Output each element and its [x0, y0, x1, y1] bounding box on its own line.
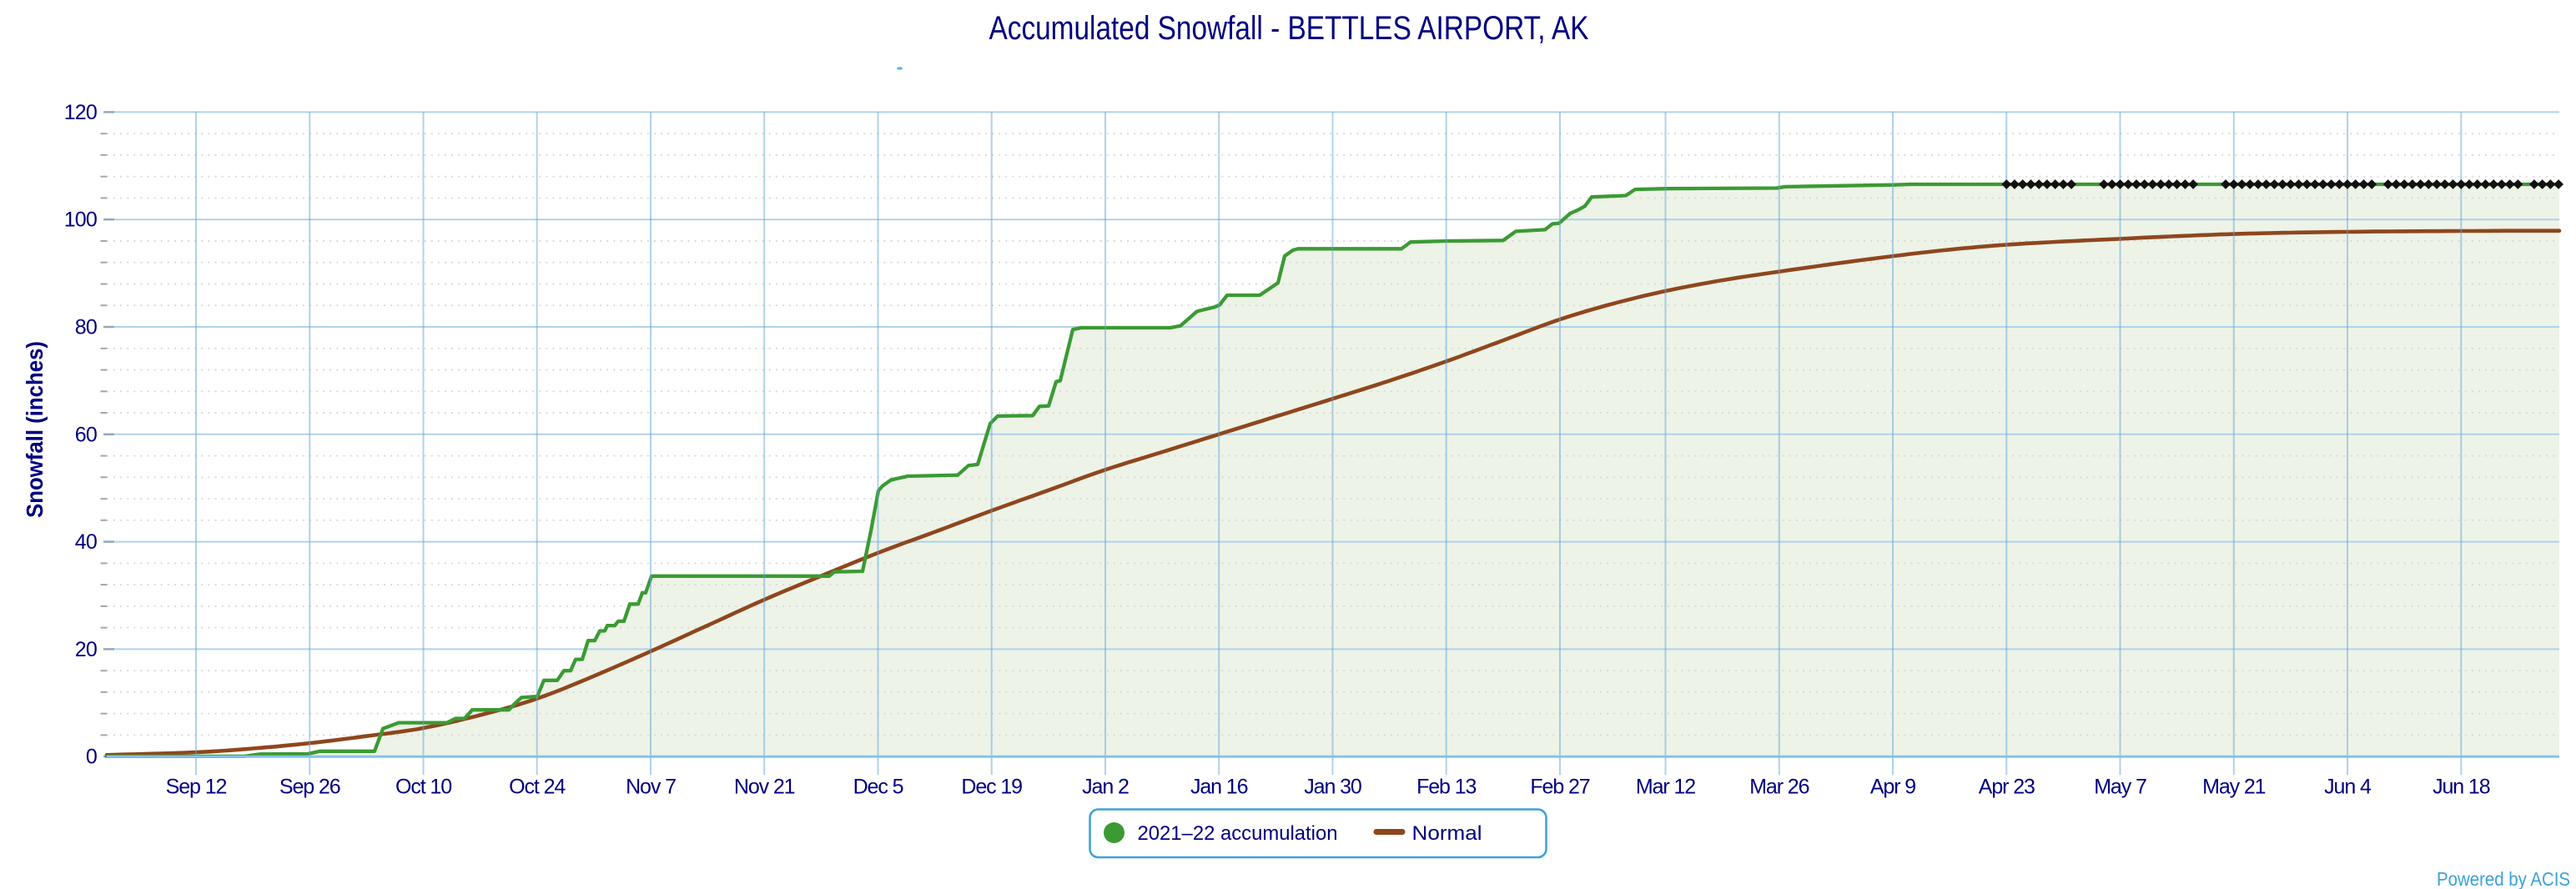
- svg-text:Nov 21: Nov 21: [734, 776, 795, 799]
- svg-text:80: 80: [75, 316, 97, 339]
- svg-text:Sep 12: Sep 12: [166, 776, 227, 799]
- svg-text:Snowfall (inches): Snowfall (inches): [22, 341, 48, 518]
- svg-text:Accumulated Snowfall - BETTLES: Accumulated Snowfall - BETTLES AIRPORT, …: [989, 10, 1589, 47]
- svg-text:Jun 4: Jun 4: [2324, 776, 2372, 799]
- svg-text:Dec 19: Dec 19: [961, 776, 1022, 799]
- svg-text:Jan 2: Jan 2: [1082, 776, 1129, 799]
- svg-text:Nov 7: Nov 7: [626, 776, 676, 799]
- svg-text:20: 20: [75, 638, 97, 661]
- svg-text:Oct 24: Oct 24: [509, 776, 566, 799]
- svg-text:Normal: Normal: [1412, 822, 1482, 845]
- svg-text:Feb 13: Feb 13: [1416, 776, 1476, 799]
- svg-text:Jan 16: Jan 16: [1190, 776, 1248, 799]
- svg-text:Feb 27: Feb 27: [1530, 776, 1589, 799]
- svg-text:0: 0: [86, 746, 97, 769]
- svg-text:Powered by ACIS: Powered by ACIS: [2437, 868, 2570, 889]
- svg-text:Oct 10: Oct 10: [395, 776, 451, 799]
- svg-text:Jan 30: Jan 30: [1304, 776, 1361, 799]
- svg-text:100: 100: [64, 208, 97, 232]
- svg-text:May 7: May 7: [2094, 776, 2146, 799]
- svg-text:Jun 18: Jun 18: [2433, 776, 2490, 799]
- svg-text:2021–22 accumulation: 2021–22 accumulation: [1138, 822, 1338, 845]
- svg-text:120: 120: [64, 101, 97, 124]
- svg-text:60: 60: [75, 423, 97, 446]
- svg-text:Apr 9: Apr 9: [1870, 776, 1915, 799]
- svg-text:Mar 12: Mar 12: [1636, 776, 1695, 799]
- svg-text:Apr 23: Apr 23: [1979, 776, 2035, 799]
- svg-text:Mar 26: Mar 26: [1749, 776, 1809, 799]
- svg-text:May 21: May 21: [2202, 776, 2266, 799]
- svg-text:Dec 5: Dec 5: [853, 776, 903, 799]
- svg-text:Sep 26: Sep 26: [279, 776, 340, 799]
- svg-text:40: 40: [75, 530, 97, 554]
